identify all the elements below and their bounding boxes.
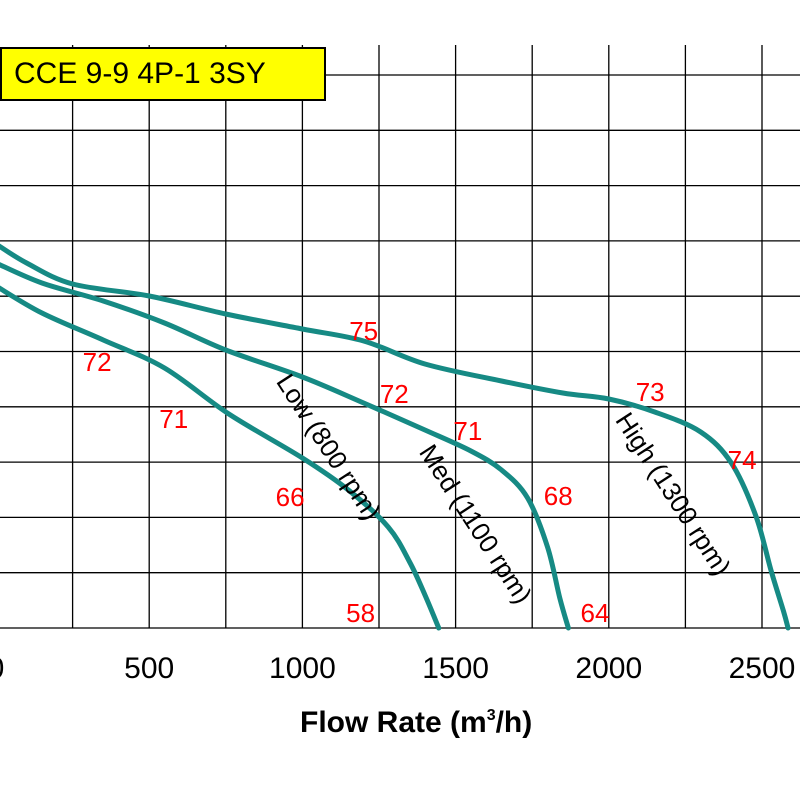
x-tick-label: 2500 <box>729 652 796 685</box>
x-tick-label: 1500 <box>422 652 489 685</box>
data-label: 73 <box>636 377 665 407</box>
series-name-label: Med (1100 rpm) <box>413 439 538 609</box>
chart-data-labels: 72716658727168647573747 <box>83 316 800 628</box>
data-label: 71 <box>159 404 188 434</box>
data-label: 68 <box>544 481 573 511</box>
data-label: 66 <box>276 482 305 512</box>
x-tick-label: 0 <box>0 652 4 685</box>
x-axis-label-end: /h) <box>495 706 533 739</box>
data-label: 58 <box>346 598 375 628</box>
data-label: 71 <box>453 416 482 446</box>
data-label: 64 <box>581 598 610 628</box>
chart-title: CCE 9-9 4P-1 3SY <box>0 47 326 101</box>
data-label: 72 <box>380 379 409 409</box>
series-line <box>0 285 442 631</box>
data-label: 72 <box>83 347 112 377</box>
chart-series <box>0 243 791 631</box>
x-axis-label-superscript: 3 <box>486 707 496 724</box>
x-axis-label-main: Flow Rate (m <box>300 706 487 739</box>
x-axis-label: Flow Rate (m3/h) <box>300 706 532 740</box>
chart-grid <box>0 45 800 629</box>
series-name-label: High (1300 rpm) <box>610 407 737 581</box>
data-label: 74 <box>728 445 757 475</box>
x-tick-label: 500 <box>124 652 174 685</box>
x-axis-ticks: 0 500 1000 1500 2000 2500 <box>0 652 795 685</box>
series-line <box>0 243 791 631</box>
x-tick-label: 2000 <box>575 652 642 685</box>
data-label: 75 <box>349 316 378 346</box>
x-tick-label: 1000 <box>269 652 336 685</box>
series-line <box>0 262 571 631</box>
